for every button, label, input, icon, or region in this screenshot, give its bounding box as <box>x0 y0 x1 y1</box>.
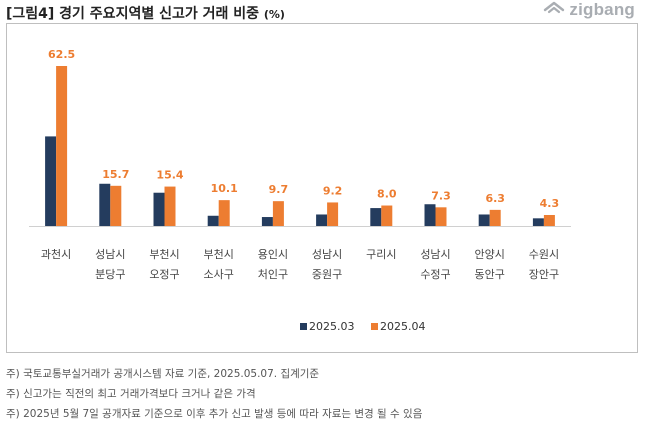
data-label-2: 15.4 <box>156 169 183 182</box>
brand-name: zigbang <box>569 0 635 19</box>
x-tick-label-0-0: 과천시 <box>41 247 71 261</box>
legend-label-0: 2025.03 <box>309 320 355 333</box>
zigbang-house-icon <box>544 1 565 14</box>
bar-2025-03-9 <box>532 218 544 226</box>
bar-2025-04-2 <box>164 186 176 226</box>
x-tick-label-9-0: 수원시 <box>529 248 559 261</box>
bar-2025-03-4 <box>261 217 273 226</box>
bar-2025-04-0 <box>56 66 68 226</box>
chart-frame <box>6 23 638 353</box>
bar-2025-04-8 <box>489 209 501 226</box>
data-label-7: 7.3 <box>431 189 451 202</box>
bar-2025-04-3 <box>218 200 230 226</box>
bar-2025-03-7 <box>424 204 436 226</box>
x-tick-label-3-1: 소사구 <box>204 268 234 281</box>
bar-2025-03-8 <box>478 214 490 226</box>
legend-label-1: 2025.04 <box>380 320 426 333</box>
chart-unit: (%) <box>263 8 285 21</box>
footnote-1: 주) 국토교통부실거래가 공개시스템 자료 기준, 2025.05.07. 집계… <box>6 368 320 380</box>
data-label-3: 10.1 <box>211 182 238 195</box>
bar-2025-04-5 <box>327 202 339 226</box>
bar-2025-03-6 <box>370 208 382 226</box>
legend-swatch-0 <box>300 323 307 330</box>
x-tick-label-5-0: 성남시 <box>312 248 342 261</box>
bar-2025-03-0 <box>45 136 57 226</box>
chart-title-text: [그림4] 경기 주요지역별 신고가 거래 비중 <box>6 6 259 22</box>
chart-title: [그림4] 경기 주요지역별 신고가 거래 비중 (%) <box>6 3 285 23</box>
footnote-2: 주) 신고가는 직전의 최고 거래가격보다 크거나 같은 가격 <box>6 388 256 400</box>
bar-2025-04-1 <box>110 185 122 226</box>
bar-2025-04-9 <box>543 214 555 226</box>
data-label-1: 15.7 <box>102 168 129 181</box>
x-tick-label-2-0: 부천시 <box>149 247 179 261</box>
x-tick-label-8-0: 안양시 <box>475 248 505 261</box>
brand-logo: zigbang <box>543 0 635 20</box>
bar-2025-03-1 <box>99 183 111 226</box>
x-tick-label-3-0: 부천시 <box>204 247 234 261</box>
x-tick-label-7-1: 수정구 <box>420 268 450 281</box>
data-label-5: 9.2 <box>323 184 343 197</box>
data-label-6: 8.0 <box>377 188 397 201</box>
bar-2025-03-2 <box>153 192 165 226</box>
x-tick-label-4-0: 용인시 <box>258 248 288 261</box>
x-tick-label-7-0: 성남시 <box>420 248 450 261</box>
data-label-4: 9.7 <box>269 183 289 196</box>
x-tick-label-8-1: 동안구 <box>475 268 505 281</box>
x-tick-label-1-1: 분당구 <box>95 268 125 281</box>
footnotes: 주) 국토교통부실거래가 공개시스템 자료 기준, 2025.05.07. 집계… <box>6 364 422 424</box>
bar-2025-04-7 <box>435 207 447 226</box>
data-label-9: 4.3 <box>540 197 560 210</box>
bar-2025-04-6 <box>381 205 393 226</box>
x-tick-label-1-0: 성남시 <box>95 248 125 261</box>
bar-2025-03-5 <box>316 214 328 226</box>
legend-swatch-1 <box>371 323 378 330</box>
bar-2025-03-3 <box>207 215 219 226</box>
x-tick-label-4-1: 처인구 <box>258 268 288 281</box>
x-tick-label-2-1: 오정구 <box>149 268 179 281</box>
footnote-3: 주) 2025년 5월 7일 공개자료 기준으로 이후 추가 신고 발생 등에 … <box>6 408 423 420</box>
x-tick-label-5-1: 중원구 <box>312 268 342 281</box>
data-label-8: 6.3 <box>485 192 505 205</box>
bar-2025-04-4 <box>272 201 284 226</box>
x-tick-label-6-0: 구리시 <box>366 248 396 261</box>
x-tick-label-9-1: 장안구 <box>529 268 559 281</box>
data-label-0: 62.5 <box>48 48 75 61</box>
